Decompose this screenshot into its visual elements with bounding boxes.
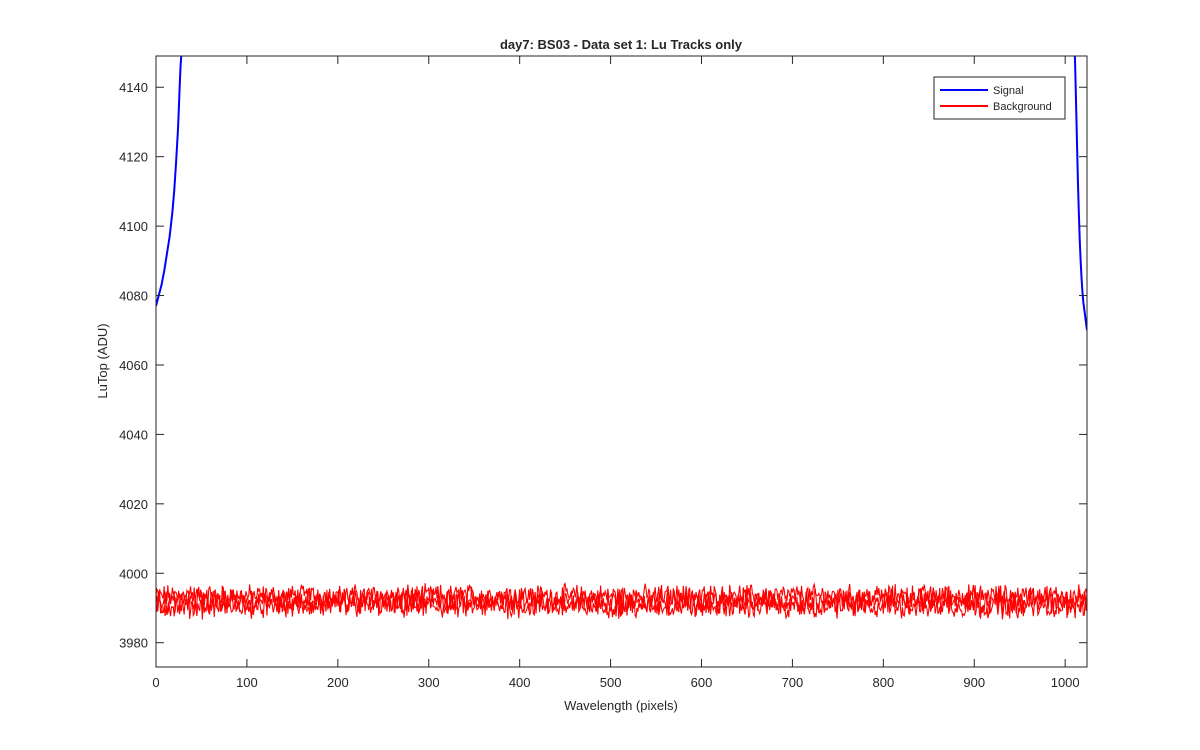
x-tick-label-700: 700 — [782, 675, 804, 690]
y-axis-label: LuTop (ADU) — [95, 323, 110, 398]
plot-area — [156, 56, 1087, 667]
axes-box — [155, 55, 1088, 668]
x-tick-label-900: 900 — [963, 675, 985, 690]
y-tick-label-4140: 4140 — [119, 80, 148, 95]
y-tick-label-4120: 4120 — [119, 150, 148, 165]
x-tick-label-0: 0 — [152, 675, 159, 690]
chart-title: day7: BS03 - Data set 1: Lu Tracks only — [500, 37, 743, 52]
legend-box — [933, 76, 1066, 120]
signal-series-line-0 — [156, 56, 183, 307]
y-axis: 3980 4000 4020 4040 4060 4080 4100 4120 4140 — [119, 80, 1087, 651]
y-tick-label-4080: 4080 — [119, 289, 148, 304]
y-tick-label-4060: 4060 — [119, 358, 148, 373]
signal-series-line-1 — [1073, 56, 1087, 331]
y-tick-label-4020: 4020 — [119, 497, 148, 512]
x-tick-label-200: 200 — [327, 675, 349, 690]
series-layer — [156, 56, 1087, 620]
x-tick-label-400: 400 — [509, 675, 531, 690]
legend: Signal Background — [933, 76, 1066, 120]
legend-label-background: Background — [993, 101, 1052, 113]
y-tick-label-4100: 4100 — [119, 219, 148, 234]
legend-label-signal: Signal — [993, 85, 1024, 97]
y-tick-label-4000: 4000 — [119, 566, 148, 581]
x-tick-label-600: 600 — [691, 675, 713, 690]
y-tick-label-4040: 4040 — [119, 427, 148, 442]
x-tick-label-300: 300 — [418, 675, 440, 690]
y-tick-label-3980: 3980 — [119, 636, 148, 651]
x-tick-label-100: 100 — [236, 675, 258, 690]
x-tick-label-800: 800 — [872, 675, 894, 690]
background-series-line-2 — [156, 586, 1087, 617]
x-axis: 0 100 200 300 400 500 600 700 800 900 1000 — [152, 56, 1080, 690]
x-tick-label-1000: 1000 — [1051, 675, 1080, 690]
x-tick-label-500: 500 — [600, 675, 622, 690]
x-axis-label: Wavelength (pixels) — [564, 698, 678, 713]
